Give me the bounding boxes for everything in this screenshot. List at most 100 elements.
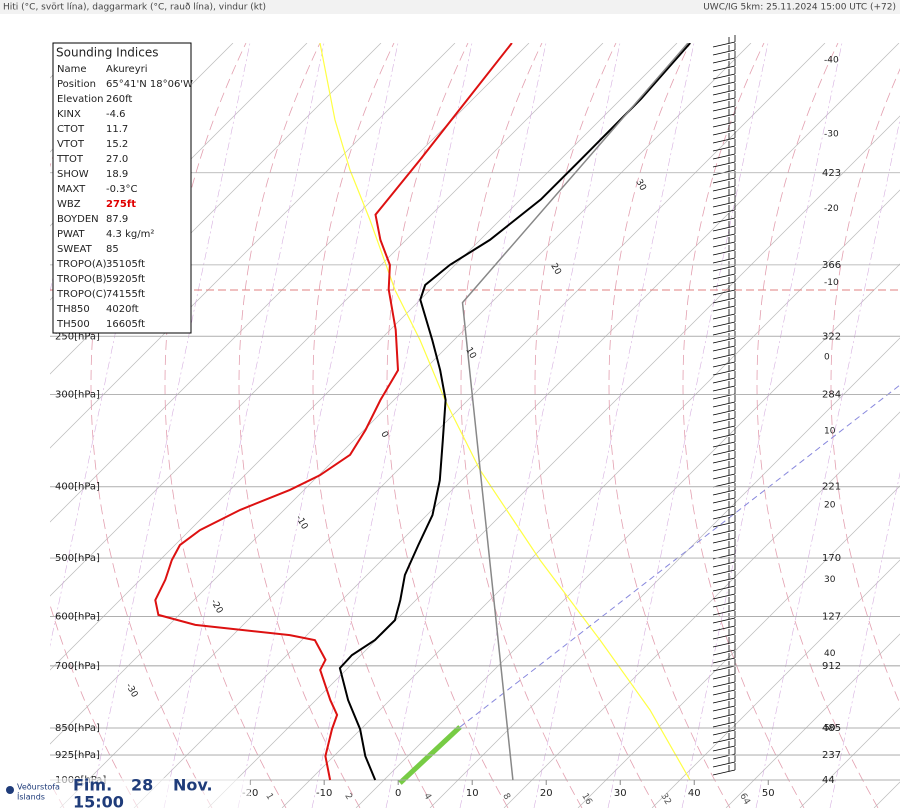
bg-dashdot — [681, 43, 843, 808]
barb-staff — [712, 121, 736, 128]
index-value: 15.2 — [106, 139, 128, 150]
bg-line — [429, 337, 900, 808]
logo-bg — [0, 778, 250, 808]
barb-staff — [712, 265, 736, 272]
barb-staff — [712, 737, 736, 744]
indices-box: Sounding Indices Name Akureyri Position 65°… — [52, 42, 193, 334]
barb-staff — [712, 337, 736, 344]
bg-line — [0, 43, 11, 808]
barb-staff — [712, 705, 736, 712]
index-name: TROPO(A) — [56, 259, 107, 270]
barb-staff — [712, 105, 736, 112]
bg-line — [50, 43, 456, 449]
isotherm-label: 50 — [824, 723, 836, 733]
adiabat-label: 0 — [378, 430, 390, 440]
bg-line — [503, 411, 900, 808]
index-name: SWEAT — [57, 244, 93, 255]
index-value: 4.3 kg/m² — [106, 229, 154, 240]
bg-dashdot — [237, 43, 399, 808]
barb-staff — [712, 361, 736, 368]
indices-frame — [52, 42, 192, 334]
x-tick-label: 30 — [614, 788, 627, 799]
bg-line — [281, 189, 900, 808]
barb-staff — [712, 201, 736, 208]
bg-curve — [238, 43, 361, 808]
barb-staff — [712, 473, 736, 480]
index-value: 4020ft — [106, 304, 139, 315]
chart-title: Hiti (°C, svört lína), daggarmark (°C, r… — [3, 3, 266, 13]
height-label: 912 — [822, 661, 841, 672]
mixing-ratio-label: 8 — [500, 792, 512, 802]
barb-staff — [712, 465, 736, 472]
adiabat-label: 30 — [633, 178, 648, 193]
bg-dashdot — [385, 43, 547, 808]
barb-staff — [712, 129, 736, 136]
isotherm-label: -10 — [824, 278, 839, 288]
header-bar — [0, 0, 900, 14]
height-label: 44 — [822, 775, 835, 786]
x-tick-label: -10 — [316, 788, 332, 799]
barb-staff — [712, 281, 736, 288]
adiabat-label: -20 — [208, 598, 224, 616]
bg-line — [799, 707, 900, 808]
y-tick-label: 700[hPa] — [55, 661, 100, 672]
y-tick-label: 600[hPa] — [55, 611, 100, 622]
barb-staff — [712, 601, 736, 608]
logo-name: Veðurstofa — [17, 783, 60, 792]
barb-staff — [712, 233, 736, 240]
mixing-ratio-label: 32 — [658, 792, 672, 807]
height-label: 322 — [822, 331, 841, 342]
bg-dashdot — [607, 43, 769, 808]
mixing-ratio-label: 1 — [263, 792, 275, 802]
barb-staff — [712, 321, 736, 328]
barb-staff — [712, 225, 736, 232]
barb-staff — [712, 481, 736, 488]
index-name: Position — [57, 79, 96, 90]
index-value: 275ft — [106, 199, 136, 210]
mixing-ratio-label: 2 — [342, 792, 354, 802]
bg-dashdot — [755, 118, 900, 808]
x-tick-label: 20 — [540, 788, 553, 799]
index-name: TROPO(C) — [56, 289, 107, 300]
barb-staff — [712, 457, 736, 464]
barb-staff — [712, 209, 736, 216]
index-value: -4.6 — [106, 109, 126, 120]
isotherm-label: -30 — [824, 130, 839, 140]
barb-staff — [712, 401, 736, 408]
height-label: 170 — [822, 553, 841, 564]
barb-staff — [712, 297, 736, 304]
index-value: 27.0 — [106, 154, 128, 165]
barb-staff — [712, 273, 736, 280]
index-name: WBZ — [57, 199, 81, 210]
barb-staff — [712, 649, 736, 656]
y-tick-label: 400[hPa] — [55, 482, 100, 493]
bg-dashdot — [829, 471, 900, 808]
bg-line — [873, 781, 900, 808]
barb-staff — [712, 449, 736, 456]
barb-staff — [712, 161, 736, 168]
index-value: 85 — [106, 244, 119, 255]
barb-staff — [712, 305, 736, 312]
x-tick-label: 0 — [395, 788, 401, 799]
bg-curve — [682, 43, 805, 808]
barb-staff — [712, 609, 736, 616]
index-name: VTOT — [57, 139, 85, 150]
barb-staff — [712, 577, 736, 584]
index-name: MAXT — [57, 184, 86, 195]
barb-staff — [712, 417, 736, 424]
barb-staff — [712, 369, 736, 376]
bg-dashdot — [0, 43, 28, 808]
barb-staff — [712, 545, 736, 552]
barb-staff — [712, 185, 736, 192]
logo-icon — [6, 786, 14, 794]
bg-curve — [386, 43, 509, 808]
isotherm-label: -20 — [824, 204, 839, 214]
adiabat-label: -30 — [123, 682, 139, 700]
barb-staff — [712, 665, 736, 672]
barb-staff — [712, 153, 736, 160]
isotherm-label: -40 — [824, 56, 839, 66]
logo: Veðurstofa Íslands Fim. 28 Nov. 15:00 — [0, 776, 250, 808]
isotherm-label: 30 — [824, 575, 836, 585]
index-name: TH500 — [56, 319, 90, 330]
